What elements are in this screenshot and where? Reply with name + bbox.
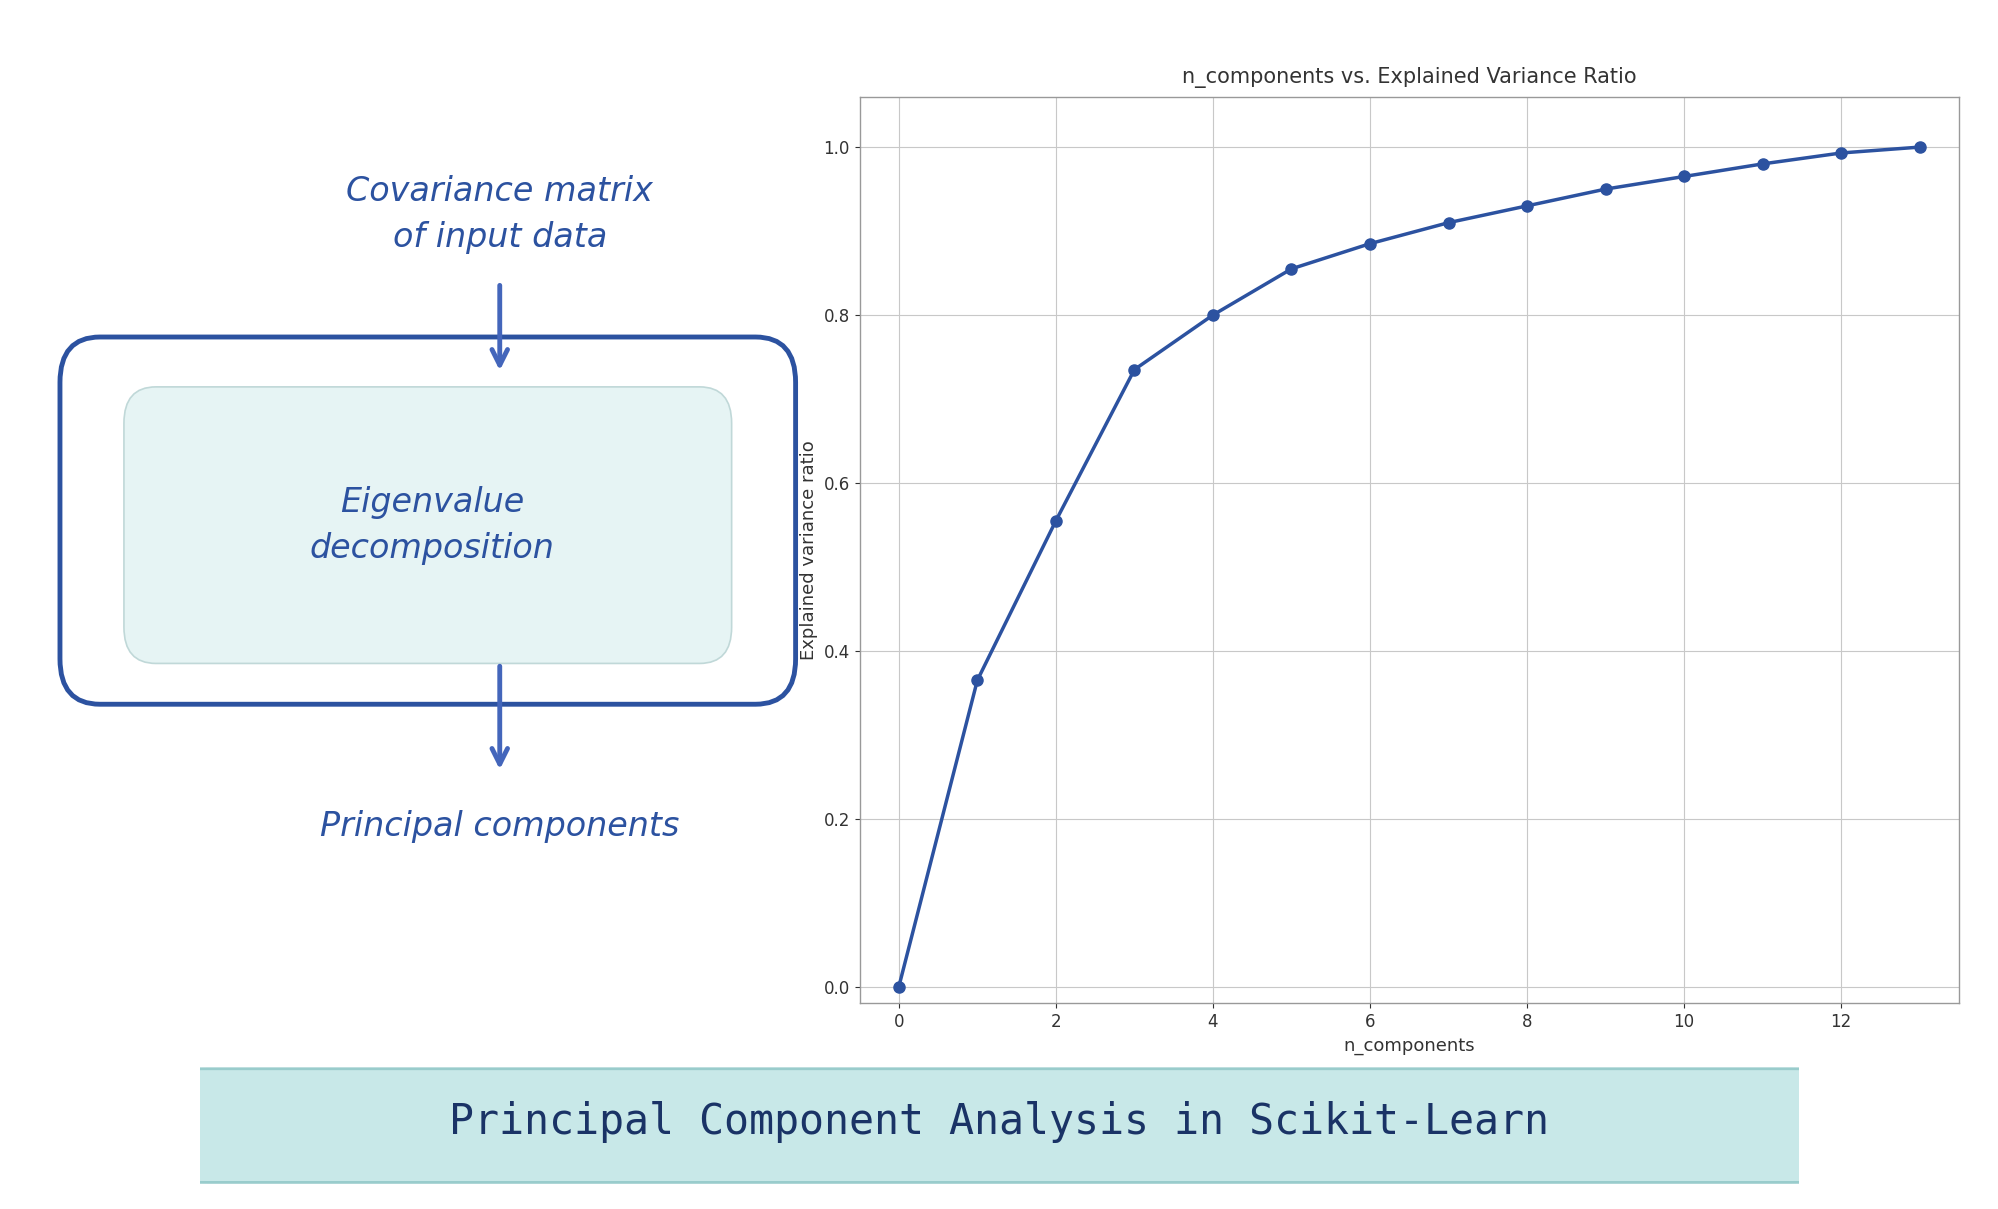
X-axis label: n_components: n_components xyxy=(1343,1037,1475,1054)
Y-axis label: Explained variance ratio: Explained variance ratio xyxy=(799,440,817,660)
Text: Principal components: Principal components xyxy=(320,810,679,843)
Text: Covariance matrix
of input data: Covariance matrix of input data xyxy=(346,175,653,254)
FancyBboxPatch shape xyxy=(60,337,795,704)
FancyBboxPatch shape xyxy=(160,1069,1838,1182)
FancyBboxPatch shape xyxy=(124,387,731,664)
Text: Eigenvalue
decomposition: Eigenvalue decomposition xyxy=(310,486,553,565)
Text: Principal Component Analysis in Scikit-Learn: Principal Component Analysis in Scikit-L… xyxy=(450,1101,1548,1143)
Title: n_components vs. Explained Variance Ratio: n_components vs. Explained Variance Rati… xyxy=(1181,66,1636,88)
